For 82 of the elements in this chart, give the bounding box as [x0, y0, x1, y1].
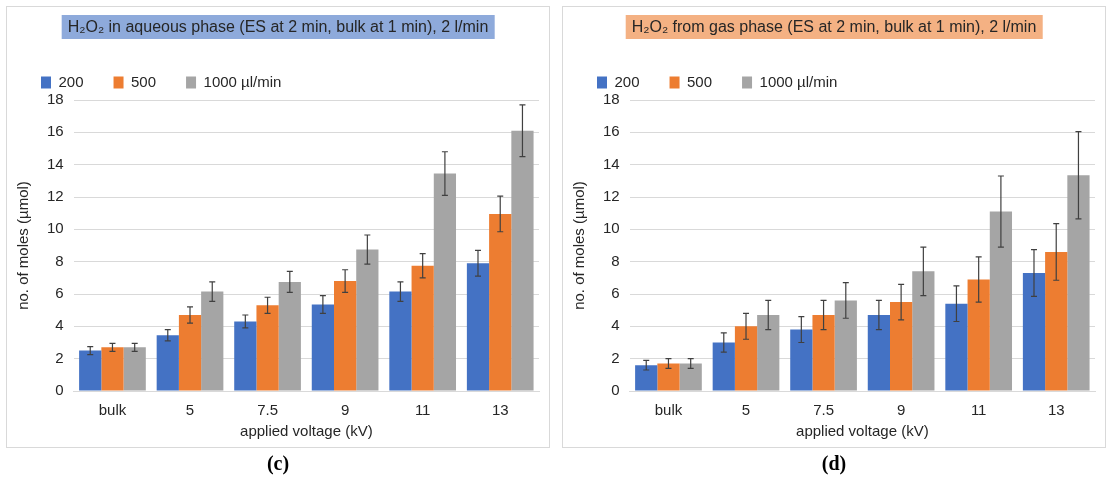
- y-tick-label: 4: [611, 316, 620, 334]
- x-tick-label: 9: [896, 401, 906, 419]
- bar: [1067, 175, 1090, 391]
- bar: [79, 350, 102, 391]
- chart-title: H₂O₂ from gas phase (ES at 2 min, bulk at 1 min), 2 l/min: [625, 15, 1043, 39]
- bar: [356, 249, 379, 391]
- bar: [234, 321, 257, 391]
- y-tick-label: 6: [611, 284, 620, 302]
- x-tick-label: 5: [185, 401, 195, 419]
- bar: [890, 302, 913, 391]
- y-axis-title: no. of moles (µmol): [570, 181, 588, 310]
- bar: [389, 291, 412, 391]
- y-tick-label: 0: [55, 381, 64, 399]
- bar: [156, 335, 179, 391]
- y-tick-label: 2: [55, 348, 64, 366]
- x-axis-title: applied voltage (kV): [796, 422, 929, 440]
- bar: [466, 263, 490, 391]
- y-tick-label: 14: [603, 154, 620, 172]
- bar: [734, 326, 758, 391]
- y-tick-label: 16: [603, 122, 620, 140]
- legend-label: 1000 µl/min: [759, 72, 838, 90]
- text: (d): [820, 452, 848, 475]
- y-tick-label: 8: [55, 251, 64, 269]
- bar: [867, 315, 890, 391]
- legend-label: 500: [131, 72, 157, 90]
- x-tick-label: 11: [414, 401, 431, 419]
- y-axis-title: no. of moles (µmol): [14, 181, 32, 310]
- x-tick-label: 13: [491, 401, 509, 419]
- bar: [178, 315, 202, 391]
- bar: [967, 279, 990, 391]
- y-tick-label: 16: [47, 122, 64, 140]
- x-tick-label: bulk: [98, 401, 127, 419]
- bar: [256, 305, 279, 391]
- bar: [912, 271, 935, 391]
- bar: [989, 211, 1013, 391]
- legend-label: 200: [614, 72, 640, 90]
- y-tick-label: 12: [47, 187, 64, 205]
- y-tick-label: 14: [47, 154, 64, 172]
- bar: [812, 315, 835, 391]
- x-tick-label: 11: [970, 401, 987, 419]
- bar: [679, 363, 702, 391]
- y-tick-label: 12: [603, 187, 620, 205]
- bar: [334, 281, 357, 391]
- legend-label: 1000 µl/min: [203, 72, 282, 90]
- y-tick-label: 6: [55, 284, 64, 302]
- bar: [201, 291, 224, 391]
- bar: [712, 342, 735, 391]
- bar: [834, 300, 857, 391]
- bar: [311, 304, 334, 391]
- bar: [101, 347, 124, 391]
- bar: [489, 213, 512, 391]
- y-tick-label: 10: [47, 219, 64, 237]
- legend-label: 200: [58, 72, 84, 90]
- bar: [511, 130, 534, 391]
- x-tick-label: 5: [741, 401, 751, 419]
- x-axis-title: applied voltage (kV): [240, 422, 373, 440]
- bar: [1045, 251, 1068, 391]
- bar: [123, 347, 146, 391]
- x-tick-label: 9: [340, 401, 350, 419]
- text: (c): [265, 452, 291, 475]
- x-tick-label: bulk: [654, 401, 683, 419]
- x-tick-label: 13: [1047, 401, 1065, 419]
- bar: [657, 363, 680, 391]
- y-tick-label: 2: [611, 348, 620, 366]
- y-tick-label: 4: [55, 316, 64, 334]
- bar: [945, 303, 968, 391]
- y-tick-label: 0: [611, 381, 620, 399]
- x-tick-label: 7.5: [813, 401, 834, 419]
- bar: [433, 173, 457, 391]
- y-tick-label: 8: [611, 251, 620, 269]
- y-tick-label: 10: [603, 219, 620, 237]
- bar: [411, 265, 434, 391]
- bar: [790, 329, 813, 391]
- bar: [1022, 272, 1046, 391]
- x-tick-label: 7.5: [257, 401, 278, 419]
- bar: [278, 281, 301, 391]
- bar: [757, 315, 780, 391]
- bar: [635, 365, 658, 391]
- chart-title: H₂O₂ in aqueous phase (ES at 2 min, bulk at 1 min), 2 l/min: [61, 15, 495, 39]
- y-tick-label: 18: [47, 90, 64, 108]
- legend-label: 500: [687, 72, 713, 90]
- y-tick-label: 18: [603, 90, 620, 108]
